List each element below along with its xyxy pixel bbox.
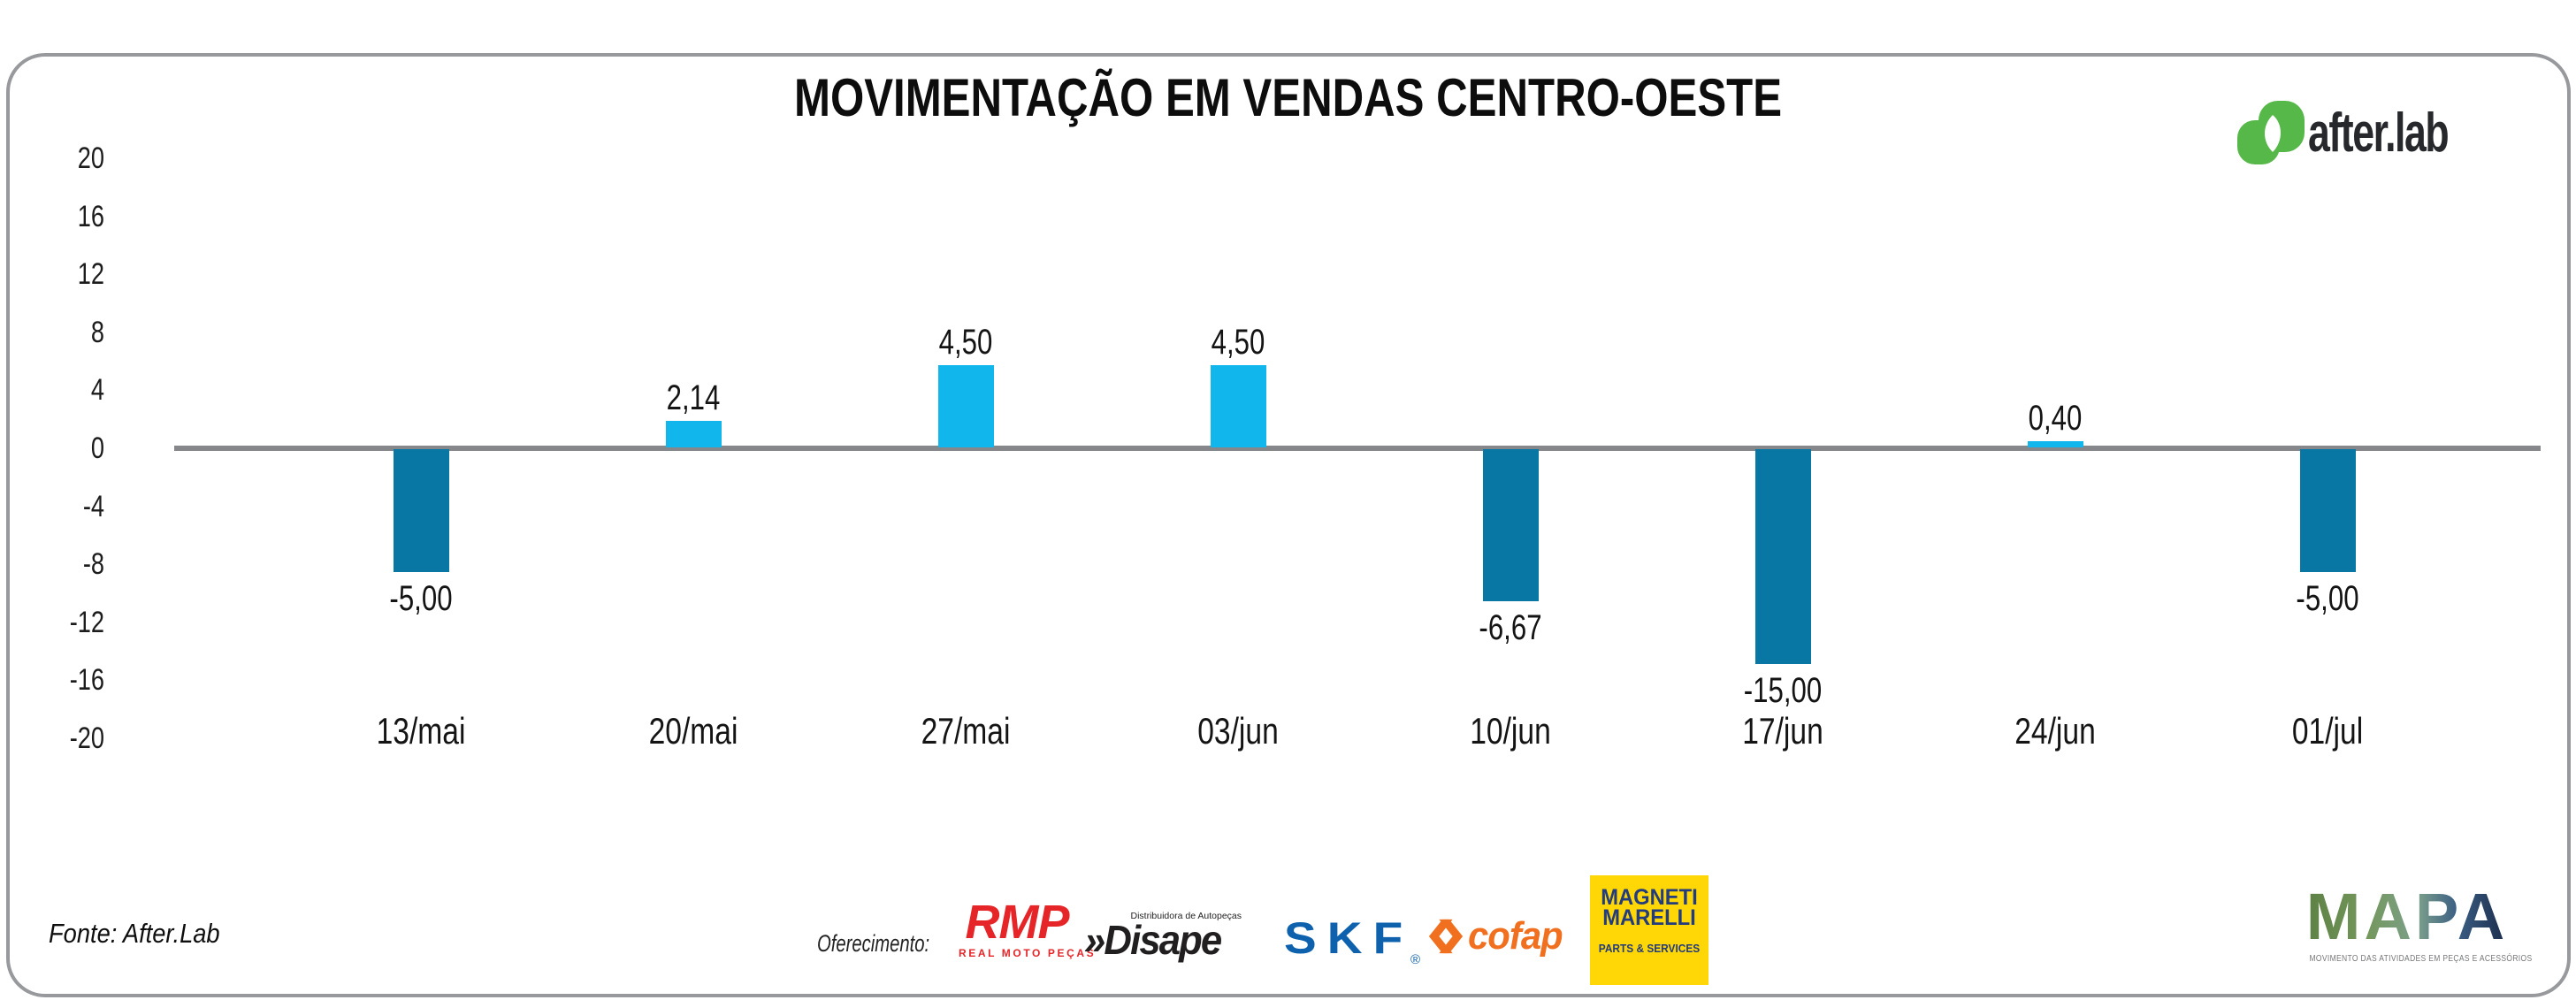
y-axis-tick--12: -12	[69, 605, 104, 639]
bar-01/jul	[2299, 449, 2356, 572]
x-axis-label-17/jun: 17/jun	[1742, 710, 1823, 752]
disape-subtitle: Distribuidora de Autopeças	[1130, 911, 1242, 921]
cofap-wordmark: cofap	[1468, 914, 1563, 958]
x-axis-label-13/mai: 13/mai	[376, 710, 466, 752]
bar-value-label-20/mai: 2,14	[666, 378, 721, 417]
bar-03/jun	[1210, 365, 1266, 447]
bar-value-label-10/jun: -6,67	[1479, 608, 1542, 647]
bar-27/mai	[937, 365, 994, 447]
source-note: Fonte: After.Lab	[49, 918, 220, 949]
bar-20/mai	[665, 421, 722, 447]
bar-value-label-13/mai: -5,00	[389, 579, 453, 618]
x-axis-label-01/jul: 01/jul	[2291, 710, 2364, 752]
y-axis-tick-12: 12	[77, 257, 104, 292]
sponsorship-label: Oferecimento:	[817, 930, 930, 957]
bar-24/jun	[2027, 441, 2083, 447]
disape-chevrons: »	[1084, 917, 1105, 963]
mapa-tagline: MOVIMENTO DAS ATIVIDADES EM PEÇAS E ACES…	[2309, 954, 2533, 964]
y-axis-tick-8: 8	[90, 315, 104, 349]
x-axis-label-20/mai: 20/mai	[648, 710, 738, 752]
bar-value-label-24/jun: 0,40	[2028, 399, 2083, 438]
rmp-wordmark: RMP	[965, 896, 1070, 949]
bar-value-label-01/jul: -5,00	[2296, 579, 2359, 618]
y-axis-tick--16: -16	[69, 663, 104, 698]
mapa-logo: MAPA MOVIMENTO DAS ATIVIDADES EM PEÇAS E…	[2292, 880, 2533, 964]
skf-wordmark: SKF	[1284, 913, 1414, 963]
disape-name: Disape	[1104, 917, 1222, 963]
card-border	[6, 53, 2571, 997]
sponsor-logo-skf: SKF®	[1284, 912, 1420, 967]
y-axis-tick--20: -20	[69, 721, 104, 755]
afterlab-leaf-icon	[2237, 101, 2305, 164]
x-axis-label-27/mai: 27/mai	[921, 710, 1011, 752]
bar-17/jun	[1754, 449, 1811, 664]
afterlab-wordmark: after.lab	[2308, 102, 2450, 164]
bar-value-label-17/jun: -15,00	[1743, 671, 1823, 710]
y-axis-tick-20: 20	[77, 141, 104, 175]
sponsor-logo-cofap: cofap	[1427, 914, 1567, 958]
rmp-subtitle: REAL MOTO PEÇAS	[959, 947, 1097, 959]
sponsor-logo-disape: Distribuidora de Autopeças »Disape	[1084, 911, 1242, 960]
cofap-x-icon	[1428, 919, 1464, 954]
y-axis-tick--8: -8	[82, 547, 104, 582]
zero-axis-line	[174, 446, 2541, 451]
y-axis-tick--4: -4	[82, 489, 104, 523]
skf-registered-mark: ®	[1410, 952, 1421, 967]
x-axis-label-24/jun: 24/jun	[2014, 710, 2096, 752]
y-axis-tick-0: 0	[90, 431, 104, 465]
y-axis-tick-16: 16	[77, 199, 104, 233]
mapa-wordmark: MAPA	[2306, 882, 2508, 950]
magneti-line2: MARELLI	[1602, 905, 1696, 930]
bar-value-label-27/mai: 4,50	[938, 323, 993, 362]
bar-13/mai	[393, 449, 449, 572]
bar-value-label-03/jun: 4,50	[1211, 323, 1265, 362]
magneti-line1: MAGNETI	[1601, 885, 1698, 910]
bar-10/jun	[1482, 449, 1539, 601]
sponsor-logo-rmp: RMP REAL MOTO PEÇAS	[959, 896, 1097, 959]
mapa-wordmark-graphic: MAPA	[2306, 880, 2508, 953]
x-axis-label-03/jun: 03/jun	[1197, 710, 1279, 752]
y-axis-tick-4: 4	[90, 373, 104, 408]
afterlab-logo: after.lab	[2236, 97, 2503, 168]
magneti-subtitle: PARTS & SERVICES	[1598, 943, 1701, 955]
chart-title: MOVIMENTAÇÃO EM VENDAS CENTRO-OESTE	[793, 68, 1783, 127]
x-axis-label-10/jun: 10/jun	[1470, 710, 1551, 752]
sponsor-logo-magneti-marelli: MAGNETI MARELLI PARTS & SERVICES	[1590, 875, 1708, 985]
disape-wordmark: »Disape	[1084, 920, 1234, 960]
